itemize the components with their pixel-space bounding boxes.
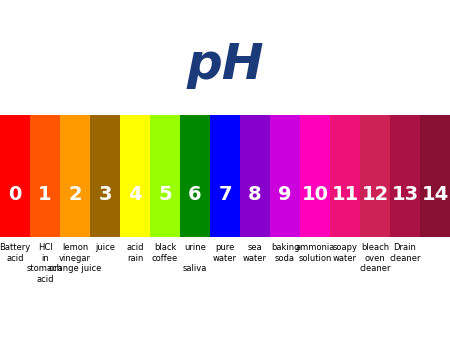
Text: 2: 2 <box>68 185 82 203</box>
Text: juice: juice <box>95 243 115 252</box>
Bar <box>390 115 420 237</box>
Bar <box>120 115 150 237</box>
Text: Drain
cleaner: Drain cleaner <box>389 243 421 263</box>
Text: 1: 1 <box>38 185 52 203</box>
Text: baking
soda: baking soda <box>271 243 299 263</box>
Text: ammonia
solution: ammonia solution <box>295 243 335 263</box>
Text: lemon
vinegar
orange juice: lemon vinegar orange juice <box>49 243 101 273</box>
Bar <box>270 115 300 237</box>
Text: 14: 14 <box>421 185 449 203</box>
Text: 4: 4 <box>128 185 142 203</box>
Text: pH: pH <box>186 41 264 89</box>
Text: 8: 8 <box>248 185 262 203</box>
Text: Battery
acid: Battery acid <box>0 243 31 263</box>
Text: pure
water: pure water <box>213 243 237 263</box>
Text: HCl
in
stomach
acid: HCl in stomach acid <box>27 243 63 284</box>
Text: 12: 12 <box>361 185 389 203</box>
Text: 0: 0 <box>8 185 22 203</box>
Text: sea
water: sea water <box>243 243 267 263</box>
Bar <box>300 115 330 237</box>
Bar <box>90 115 120 237</box>
Text: soapy
water: soapy water <box>333 243 357 263</box>
Text: 11: 11 <box>331 185 359 203</box>
Text: 6: 6 <box>188 185 202 203</box>
Text: 10: 10 <box>302 185 328 203</box>
Text: 5: 5 <box>158 185 172 203</box>
Bar <box>150 115 180 237</box>
Bar <box>360 115 390 237</box>
Text: black
coffee: black coffee <box>152 243 178 263</box>
Text: 7: 7 <box>218 185 232 203</box>
Text: 9: 9 <box>278 185 292 203</box>
Bar <box>210 115 240 237</box>
Bar <box>30 115 60 237</box>
Text: 3: 3 <box>98 185 112 203</box>
Bar <box>180 115 210 237</box>
Bar <box>240 115 270 237</box>
Bar <box>0 115 30 237</box>
Bar <box>330 115 360 237</box>
Bar <box>420 115 450 237</box>
Text: urine

saliva: urine saliva <box>183 243 207 273</box>
Text: 13: 13 <box>392 185 418 203</box>
Bar <box>60 115 90 237</box>
Text: bleach
oven
cleaner: bleach oven cleaner <box>359 243 391 273</box>
Text: acid
rain: acid rain <box>126 243 144 263</box>
